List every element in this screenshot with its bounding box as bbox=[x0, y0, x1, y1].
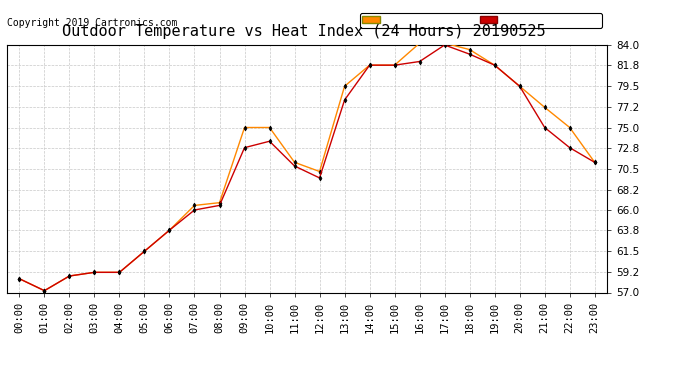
Text: Outdoor Temperature vs Heat Index (24 Hours) 20190525: Outdoor Temperature vs Heat Index (24 Ho… bbox=[62, 24, 545, 39]
Text: Copyright 2019 Cartronics.com: Copyright 2019 Cartronics.com bbox=[7, 18, 177, 28]
Legend: Heat Index  (°F), Temperature  (°F): Heat Index (°F), Temperature (°F) bbox=[360, 13, 602, 28]
